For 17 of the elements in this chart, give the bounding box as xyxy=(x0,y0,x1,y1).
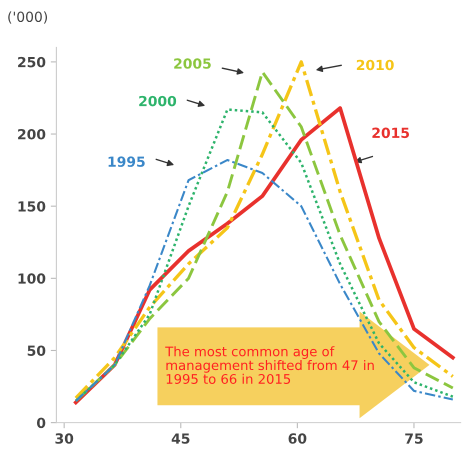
text: 1995 xyxy=(108,156,145,167)
text: 2000 xyxy=(139,96,176,106)
text: 2005 xyxy=(174,58,211,69)
y-tick-label: 250 xyxy=(18,56,46,68)
y-tick-label: 150 xyxy=(18,201,46,212)
y-axis-title: ('000) xyxy=(8,11,48,24)
x-tick-label: 45 xyxy=(172,433,190,444)
x-tick-label: 60 xyxy=(288,433,306,444)
y-tick-label: 100 xyxy=(18,273,46,284)
annotation: The most common age of management shifted from 47 in 1995 to 66 in 2015 xyxy=(165,346,374,384)
y-tick-label: 50 xyxy=(28,345,46,356)
y-tick-label: 200 xyxy=(18,129,46,140)
x-tick-label: 30 xyxy=(55,433,74,444)
series-label: 2015 xyxy=(372,128,409,138)
x-tick-label: 75 xyxy=(405,433,423,444)
y-tick-label: 0 xyxy=(36,418,46,428)
text: 2010 xyxy=(356,60,394,70)
